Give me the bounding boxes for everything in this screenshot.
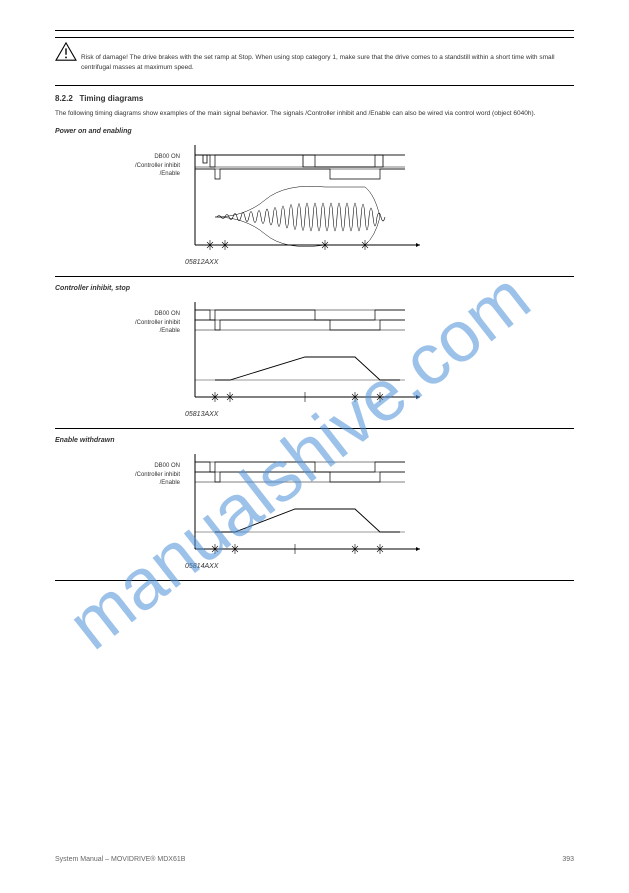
diagram-2-svg	[185, 302, 425, 407]
section-subnumber: 8.2.2	[55, 94, 73, 103]
diagram-3: DB00 ON /Controller inhibit /Enable	[185, 454, 574, 570]
d3-caption: 05814AXX	[185, 563, 574, 570]
mid-rule-1	[55, 276, 574, 277]
section-title: Timing diagrams	[79, 94, 143, 103]
page-footer: System Manual – MOVIDRIVE® MDX61B 393	[55, 856, 574, 863]
d2-ylabel-0: DB00 ON	[115, 310, 180, 318]
diagram-1-title: Power on and enabling	[55, 128, 574, 135]
footer-left: System Manual – MOVIDRIVE® MDX61B	[55, 856, 185, 863]
d1-ylabel-2: /Enable	[115, 170, 180, 178]
d3-ylabel-1: /Controller inhibit	[115, 471, 180, 479]
d1-caption: 05812AXX	[185, 259, 574, 266]
section-rule	[55, 85, 574, 86]
diagram-3-title: Enable withdrawn	[55, 437, 574, 444]
footer-right: 393	[562, 856, 574, 863]
d1-ylabel-0: DB00 ON	[115, 153, 180, 161]
diagram-1-svg	[185, 145, 425, 255]
section-intro: The following timing diagrams show examp…	[55, 109, 574, 119]
diagram-3-svg	[185, 454, 425, 559]
d3-ylabel-2: /Enable	[115, 479, 180, 487]
d2-ylabel-1: /Controller inhibit	[115, 319, 180, 327]
diagram-2-title: Controller inhibit, stop	[55, 285, 574, 292]
mid-rule-2	[55, 428, 574, 429]
d2-ylabel-2: /Enable	[115, 327, 180, 335]
d2-caption: 05813AXX	[185, 411, 574, 418]
warning-icon	[55, 42, 77, 62]
warning-text: Risk of damage! The drive brakes with th…	[81, 53, 574, 73]
d1-ylabel-1: /Controller inhibit	[115, 162, 180, 170]
bottom-rule	[55, 580, 574, 581]
diagram-2: DB00 ON /Controller inhibit /Enable	[185, 302, 574, 418]
d3-ylabel-0: DB00 ON	[115, 462, 180, 470]
header-rule	[55, 37, 574, 38]
diagram-1: DB00 ON /Controller inhibit /Enable	[185, 145, 574, 266]
section-heading: 8.2.2 Timing diagrams	[55, 94, 574, 103]
